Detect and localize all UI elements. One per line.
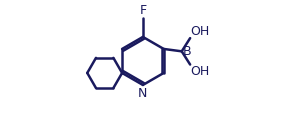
Text: OH: OH [191,25,210,38]
Text: N: N [138,87,148,100]
Text: OH: OH [191,65,210,78]
Text: B: B [183,45,191,58]
Text: F: F [139,4,146,16]
